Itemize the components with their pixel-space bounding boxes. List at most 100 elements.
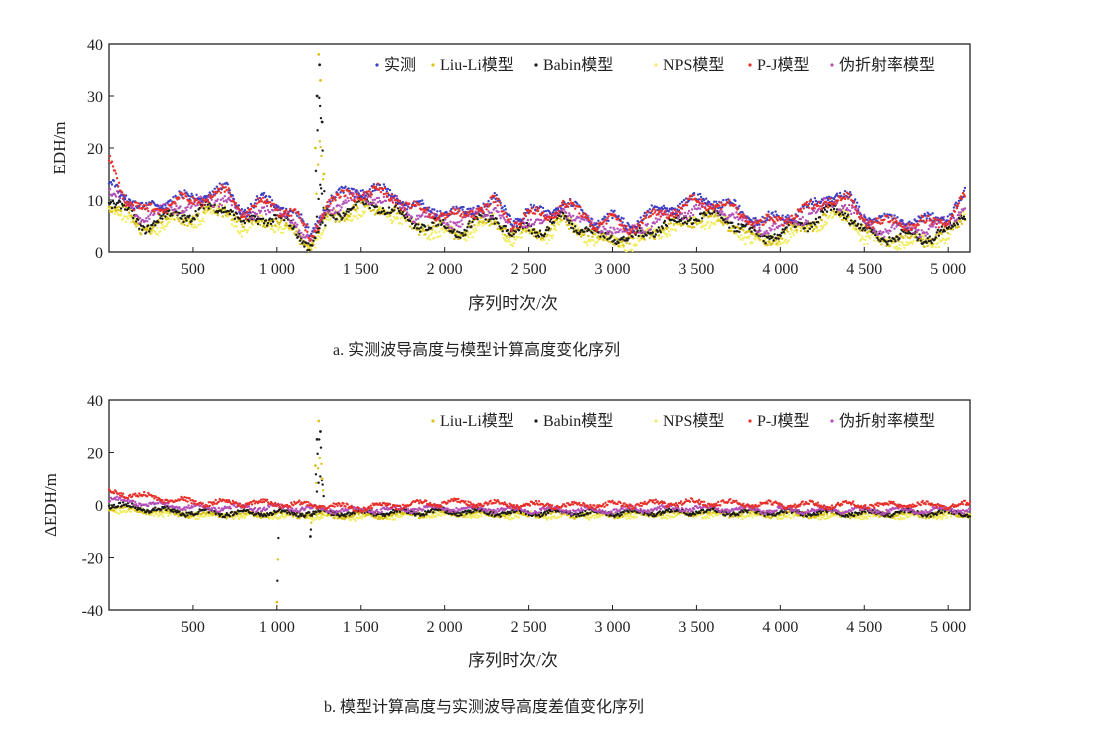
point-babin xyxy=(386,211,390,214)
point-pseudo xyxy=(616,227,619,230)
point-pseudo xyxy=(893,227,896,230)
point-babin xyxy=(283,219,286,222)
point-pj xyxy=(113,169,117,172)
point-babin xyxy=(233,217,237,220)
point-nps xyxy=(238,232,242,235)
point-liuli xyxy=(216,214,219,217)
point-liuli xyxy=(617,244,620,248)
point-measured xyxy=(560,207,563,210)
point-pj xyxy=(227,187,230,190)
point-babin xyxy=(194,210,197,213)
point-babin xyxy=(375,205,379,208)
point-babin xyxy=(787,224,790,227)
point-nps xyxy=(171,218,174,221)
point-pj xyxy=(354,200,357,203)
point-pj xyxy=(802,207,805,210)
point-nps xyxy=(517,235,521,239)
point-pj xyxy=(485,208,488,211)
point-babin xyxy=(591,231,594,235)
point-pj xyxy=(351,194,354,197)
point-liuli xyxy=(182,218,185,222)
point-liuli xyxy=(183,223,186,227)
point-babin xyxy=(613,238,616,242)
point-pseudo xyxy=(689,211,693,215)
point-babin xyxy=(543,232,547,236)
point-babin xyxy=(159,217,162,220)
point-babin xyxy=(557,214,561,218)
point-liuli xyxy=(771,242,774,245)
point-pj xyxy=(369,191,372,194)
point-babin xyxy=(424,225,427,228)
point-pseudo xyxy=(687,209,691,213)
point-pj xyxy=(133,209,136,212)
point-babin xyxy=(808,227,812,230)
point-pseudo xyxy=(488,211,491,215)
point-pseudo xyxy=(415,214,419,217)
point-pj xyxy=(628,228,631,231)
point-measured xyxy=(734,199,737,203)
point-liuli xyxy=(657,234,660,237)
point-pseudo xyxy=(256,215,260,219)
point-nps xyxy=(948,233,952,236)
point-liuli xyxy=(622,244,625,247)
point-babin xyxy=(145,231,148,234)
point-pj xyxy=(635,227,638,230)
point-babin xyxy=(843,212,847,215)
point-liuli xyxy=(616,237,619,241)
point-babin xyxy=(493,222,496,225)
point-nps xyxy=(472,228,475,231)
point-babin xyxy=(936,228,939,232)
point-pj xyxy=(685,204,689,207)
point-babin xyxy=(825,210,829,213)
point-pj xyxy=(617,217,620,220)
point-pseudo xyxy=(170,206,173,209)
point-pseudo xyxy=(948,223,952,227)
point-nps xyxy=(159,230,162,233)
point-pj xyxy=(125,200,129,204)
point-babin xyxy=(956,223,960,226)
point-nps xyxy=(168,220,171,224)
point-pj xyxy=(541,211,545,214)
point-pj xyxy=(414,204,418,207)
point-babin xyxy=(432,221,435,224)
point-nps xyxy=(474,227,477,230)
point-nps xyxy=(240,235,244,238)
point-pseudo xyxy=(216,198,219,201)
point-pj xyxy=(444,217,447,220)
point-babin xyxy=(877,238,880,241)
point-babin xyxy=(656,230,659,233)
point-pj xyxy=(760,219,763,222)
point-nps xyxy=(512,241,515,245)
point-pj xyxy=(734,203,737,207)
point-babin xyxy=(368,206,371,210)
point-measured xyxy=(738,204,741,208)
point-nps xyxy=(173,214,176,217)
point-pj xyxy=(712,203,715,206)
point-measured xyxy=(218,182,221,185)
point-pseudo xyxy=(797,223,800,226)
point-pj xyxy=(663,210,667,213)
point-pseudo xyxy=(265,204,269,208)
point-measured xyxy=(422,202,425,205)
point-pj xyxy=(659,215,662,218)
point-babin xyxy=(934,236,937,239)
point-pj xyxy=(284,212,287,215)
point-nps xyxy=(639,238,642,242)
point-babin xyxy=(227,210,230,213)
point-pj xyxy=(115,177,119,180)
point-liuli xyxy=(695,223,699,226)
point-babin xyxy=(963,217,967,221)
point-pj xyxy=(713,207,716,210)
point-babin xyxy=(782,230,785,234)
point-nps xyxy=(505,237,508,240)
point-pj xyxy=(453,212,456,216)
point-measured xyxy=(761,215,764,219)
point-nps xyxy=(473,230,476,234)
point-liuli xyxy=(427,224,430,227)
point-liuli xyxy=(334,220,337,223)
point-pj xyxy=(200,205,203,208)
point-liuli xyxy=(795,229,798,232)
point-pseudo xyxy=(803,222,806,225)
point-measured xyxy=(864,216,867,219)
point-liuli xyxy=(186,224,189,227)
